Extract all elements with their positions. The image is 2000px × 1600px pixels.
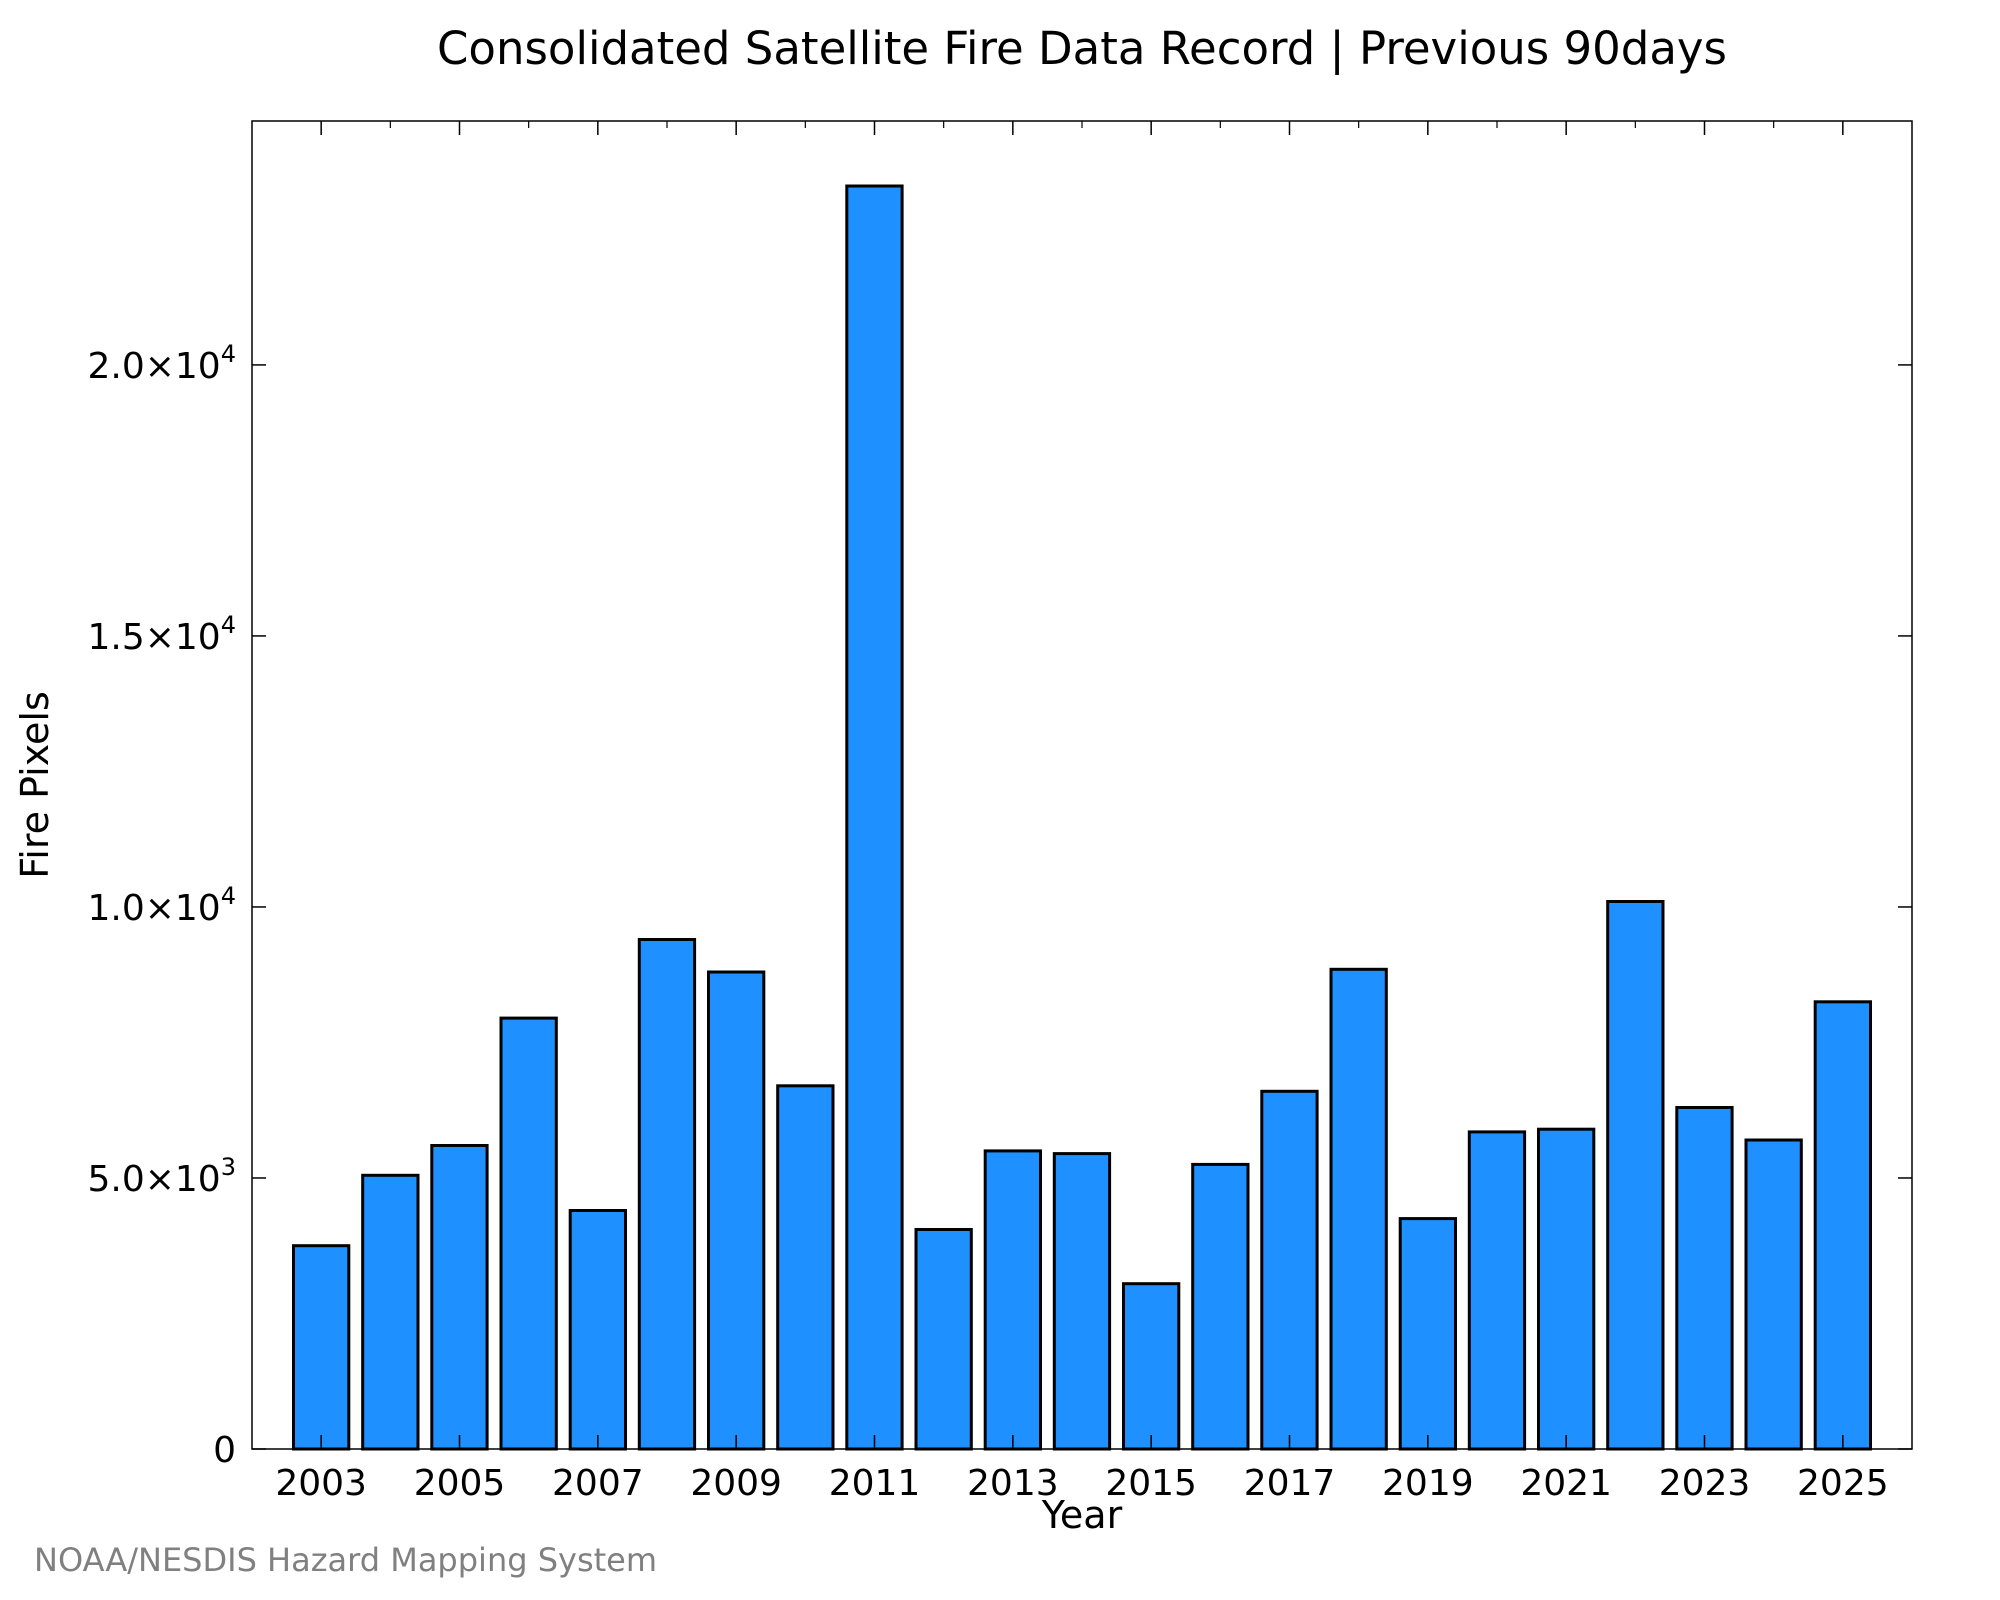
bar-2009 (707, 970, 766, 1451)
x-tick-label-2011: 2011 (829, 1463, 921, 1504)
chart-title: Consolidated Satellite Fire Data Record … (437, 22, 1727, 75)
x-tick-label-2025: 2025 (1797, 1463, 1889, 1504)
bar-2003 (292, 1244, 351, 1451)
bar-2019 (1398, 1217, 1457, 1451)
bar-2021 (1537, 1127, 1596, 1451)
bar-2014 (1052, 1152, 1112, 1451)
bar-2023 (1675, 1106, 1734, 1451)
y-tick-label-15000: 1.5×104 (87, 611, 236, 658)
x-tick-label-2007: 2007 (552, 1463, 644, 1504)
x-ticks-group: 2003 2005 2007 2009 2011 2013 2015 2017 2019 2021… (275, 121, 1889, 1504)
x-tick-label-2003: 2003 (275, 1463, 367, 1504)
bar-2008 (637, 938, 697, 1451)
bar-2013 (983, 1149, 1043, 1451)
x-tick-label-2021: 2021 (1520, 1463, 1612, 1504)
bar-2011 (845, 184, 904, 1451)
x-tick-label-2015: 2015 (1105, 1463, 1197, 1504)
bar-2016 (1191, 1162, 1250, 1451)
x-tick-label-2005: 2005 (414, 1463, 506, 1504)
y-tick-label-5000: 5.0×103 (87, 1153, 236, 1200)
bar-2012 (914, 1228, 973, 1451)
bar-2007 (568, 1209, 628, 1451)
y-tick-label-20000: 2.0×104 (87, 340, 236, 387)
bar-2022 (1606, 900, 1665, 1451)
plot-frame (251, 120, 1913, 1450)
y-tick-label-0: 0 (213, 1430, 236, 1471)
bar-2004 (361, 1173, 420, 1451)
y-tick-label-10000: 1.0×104 (87, 882, 236, 929)
y-ticks-group: 0 5.0×103 1.0×104 1.5×104 2.0×104 (87, 340, 1912, 1471)
bar-2018 (1329, 967, 1388, 1451)
credit-text: NOAA/NESDIS Hazard Mapping System (34, 1541, 657, 1579)
x-tick-label-2019: 2019 (1382, 1463, 1474, 1504)
bar-2020 (1467, 1130, 1527, 1451)
bar-2005 (430, 1144, 489, 1451)
x-axis-title: Year (1041, 1493, 1123, 1537)
bar-2017 (1260, 1089, 1319, 1451)
bar-2025 (1813, 1000, 1872, 1451)
x-tick-label-2009: 2009 (690, 1463, 782, 1504)
bar-2024 (1744, 1138, 1803, 1451)
bar-2015 (1122, 1282, 1181, 1451)
x-tick-label-2013: 2013 (967, 1463, 1059, 1504)
x-tick-label-2017: 2017 (1244, 1463, 1336, 1504)
bar-2006 (499, 1016, 558, 1451)
bar-2010 (776, 1084, 835, 1451)
y-axis-title: Fire Pixels (13, 691, 57, 879)
bars-group (292, 184, 1872, 1451)
x-tick-label-2023: 2023 (1659, 1463, 1751, 1504)
